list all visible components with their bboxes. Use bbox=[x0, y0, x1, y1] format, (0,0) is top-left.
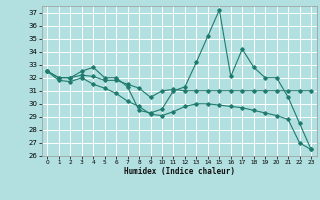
X-axis label: Humidex (Indice chaleur): Humidex (Indice chaleur) bbox=[124, 167, 235, 176]
